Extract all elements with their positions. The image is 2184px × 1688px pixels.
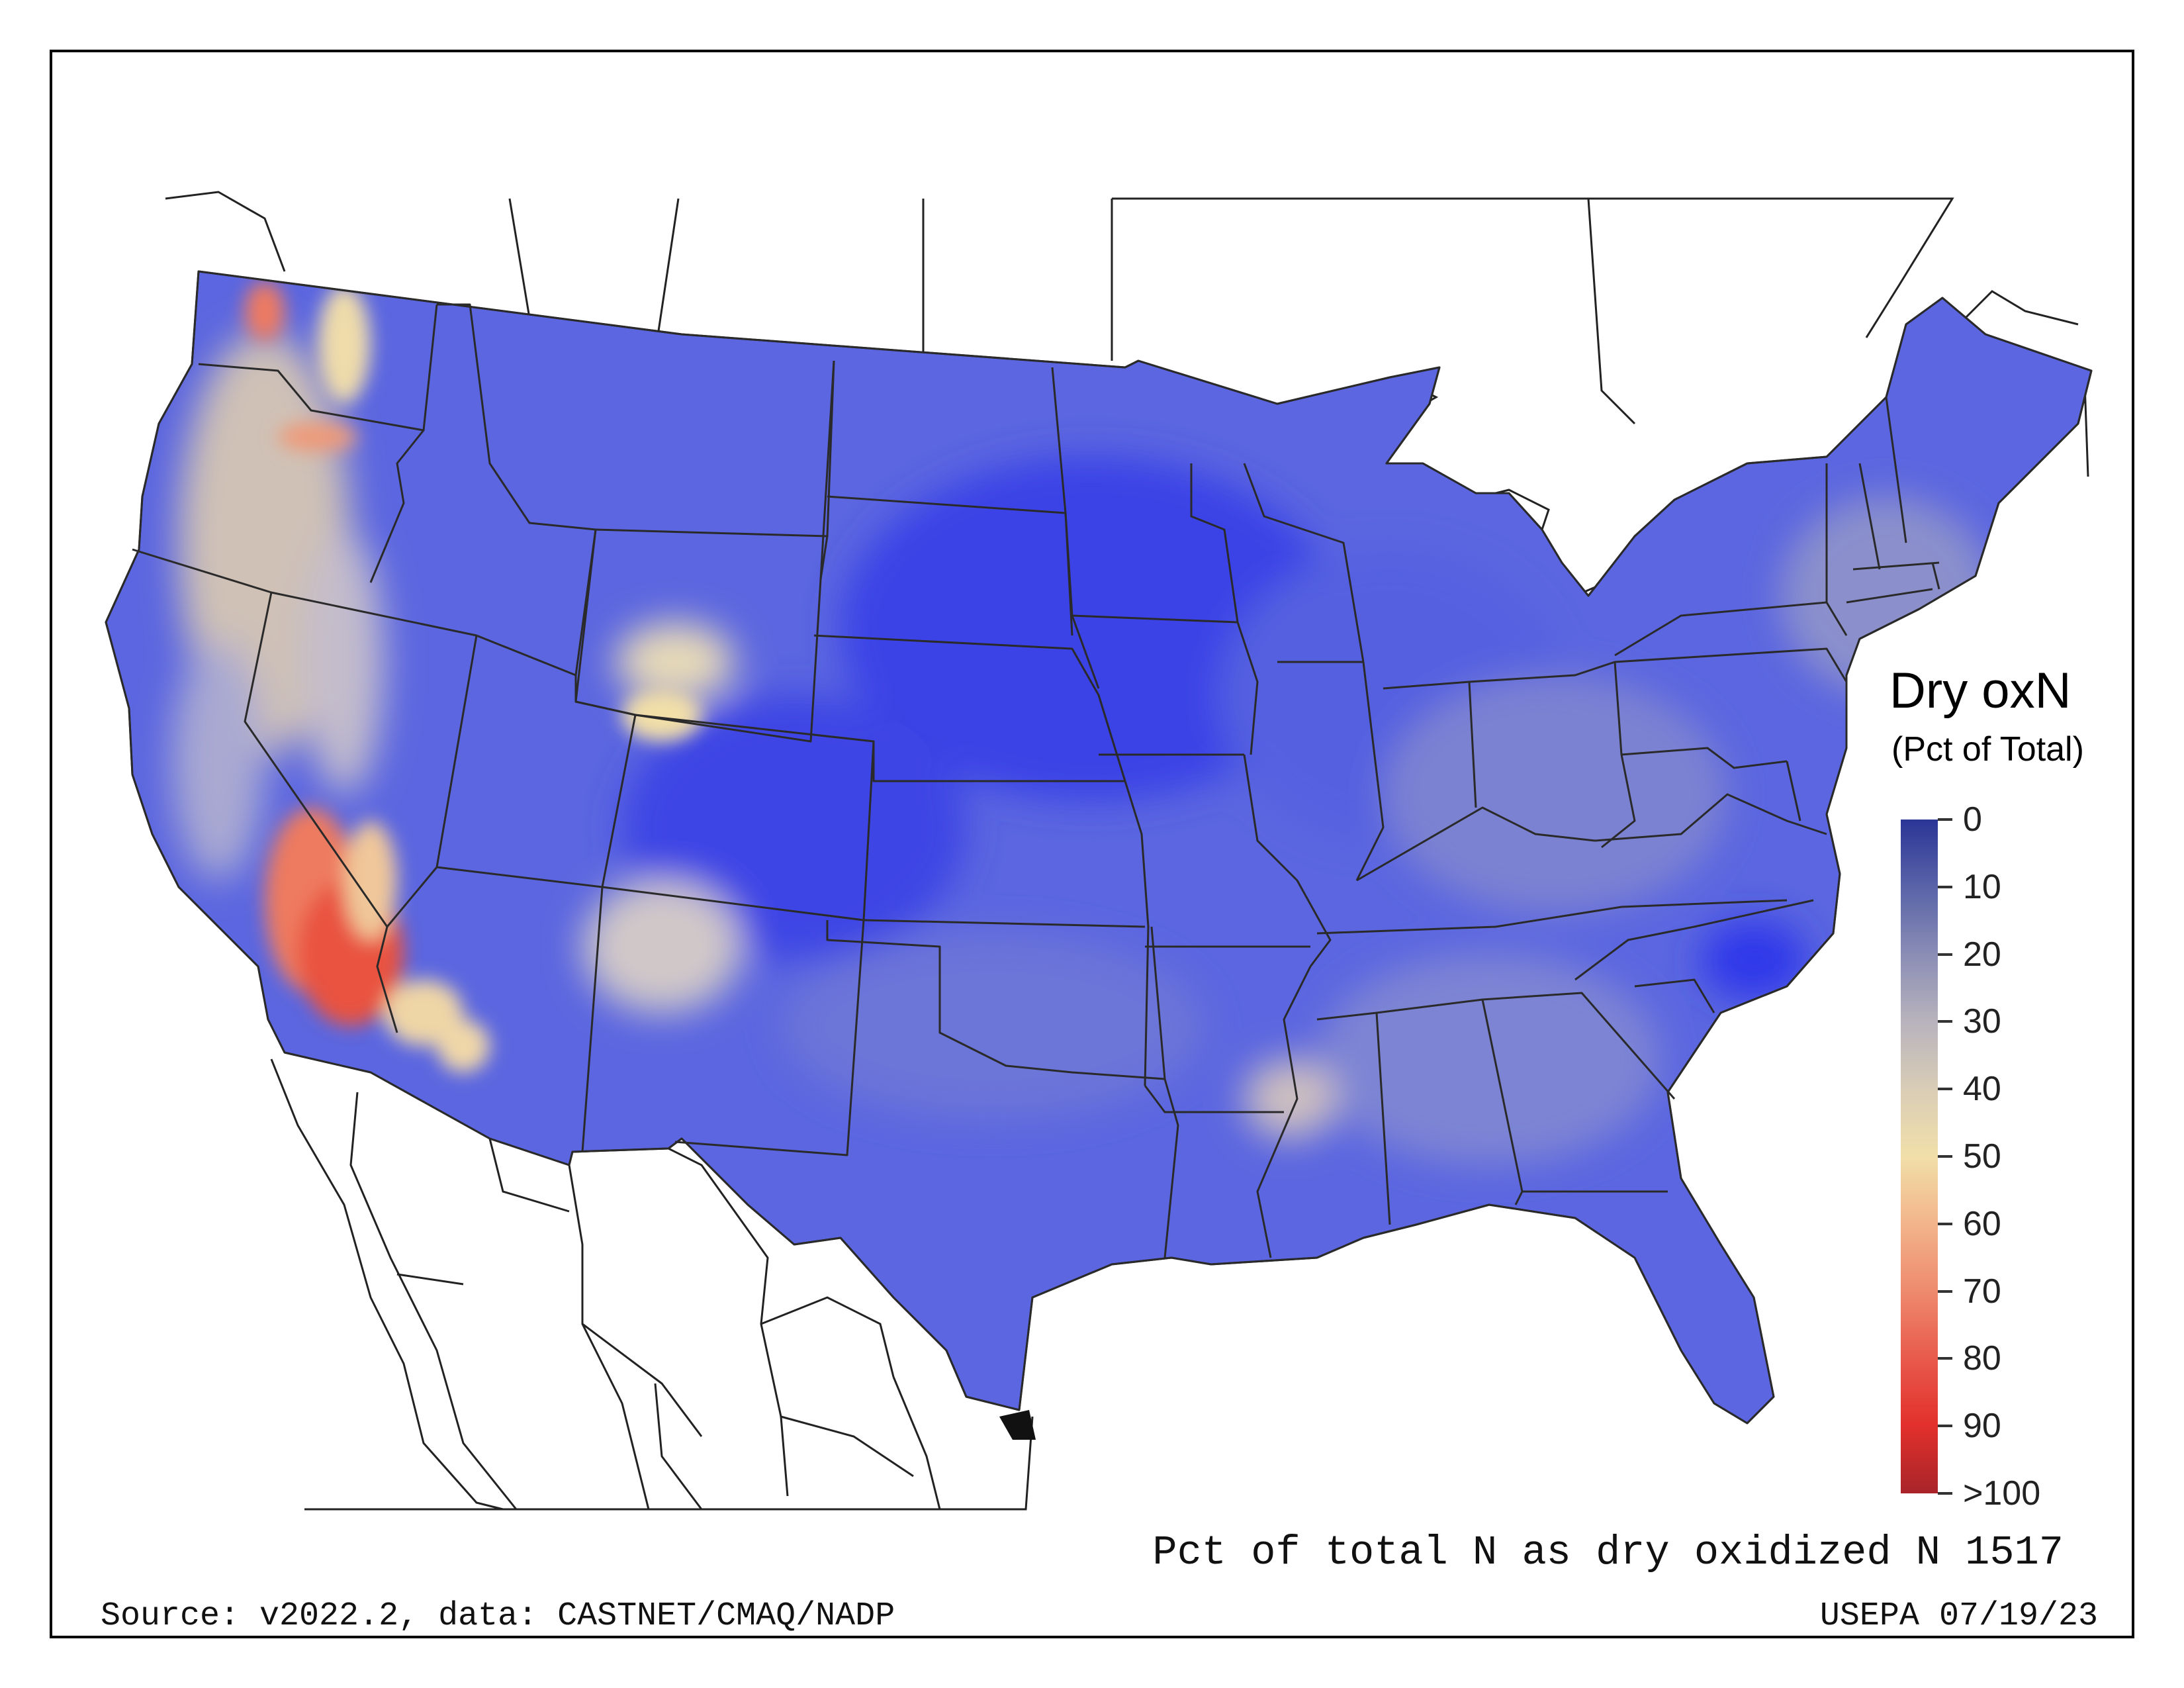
legend-tick-label: 80: [1963, 1339, 2001, 1378]
agency-date: USEPA 07/19/23: [1819, 1597, 2098, 1635]
legend-colorbar: [1901, 820, 1938, 1493]
legend-tick-mark: [1938, 1222, 1952, 1225]
legend-tick-label: 50: [1963, 1137, 2001, 1176]
legend-tick-mark: [1938, 818, 1952, 821]
legend-tick-mark: [1938, 1425, 1952, 1428]
legend-tick-mark: [1938, 1492, 1952, 1495]
neighbor-borders: [165, 191, 2089, 1511]
legend-tick-mark: [1938, 1088, 1952, 1091]
legend-tick-label: 70: [1963, 1272, 2001, 1311]
legend-tick-label: 60: [1963, 1204, 2001, 1243]
state-boundaries: [105, 270, 2093, 1425]
legend-tick-mark: [1938, 953, 1952, 956]
legend-tick-mark: [1938, 1357, 1952, 1360]
map-caption: Pct of total N as dry oxidized N 1517: [1152, 1529, 2064, 1576]
legend-subtitle: (Pct of Total): [1891, 730, 2084, 769]
legend-tick-mark: [1938, 1289, 1952, 1293]
legend-title: Dry oxN: [1889, 663, 2071, 719]
legend-tick-label: >100: [1963, 1474, 2041, 1513]
legend-tick-label: 30: [1963, 1002, 2001, 1041]
legend-tick-label: 90: [1963, 1407, 2001, 1446]
legend-tick-mark: [1938, 1020, 1952, 1023]
gulf-patch: [999, 1410, 1036, 1440]
legend-tick-label: 40: [1963, 1070, 2001, 1109]
legend-tick-label: 20: [1963, 935, 2001, 974]
legend-tick-mark: [1938, 1155, 1952, 1158]
legend-tick-label: 0: [1963, 800, 1982, 839]
dry-oxn-raster: [106, 271, 2091, 1423]
legend-tick-label: 10: [1963, 867, 2001, 906]
legend-tick-mark: [1938, 885, 1952, 888]
source-note: Source: v2022.2, data: CASTNET/CMAQ/NADP: [101, 1597, 895, 1635]
